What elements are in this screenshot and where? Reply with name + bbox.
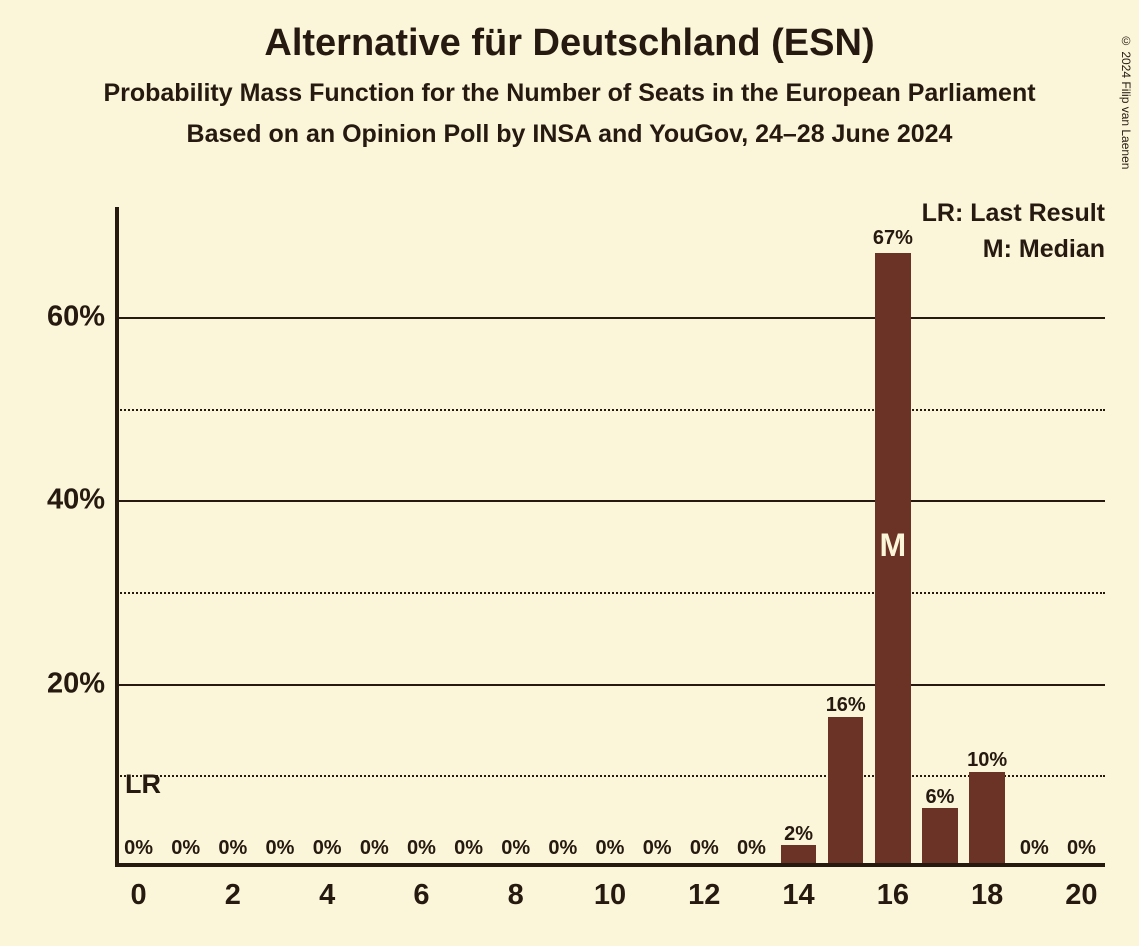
bar-value-label: 0% xyxy=(266,837,295,860)
bar-value-label: 0% xyxy=(124,837,153,860)
bar-value-label: 0% xyxy=(360,837,389,860)
x-axis xyxy=(115,863,1105,867)
gridline-major xyxy=(117,500,1105,502)
legend-median: M: Median xyxy=(983,235,1105,264)
gridline-minor xyxy=(117,775,1105,777)
x-tick-label: 10 xyxy=(594,879,626,912)
gridline-major xyxy=(117,684,1105,686)
chart-area: 20%40%60%0%00%0%20%0%40%0%60%0%80%0%100%… xyxy=(115,207,1105,867)
y-tick-label: 40% xyxy=(47,484,105,517)
gridline-minor xyxy=(117,409,1105,411)
x-tick-label: 2 xyxy=(225,879,241,912)
legend-last-result: LR: Last Result xyxy=(922,199,1105,228)
x-tick-label: 12 xyxy=(688,879,720,912)
bar-value-label: 67% xyxy=(873,227,913,250)
median-marker: M xyxy=(880,527,907,564)
bar-value-label: 0% xyxy=(596,837,625,860)
bar-value-label: 0% xyxy=(737,837,766,860)
x-tick-label: 16 xyxy=(877,879,909,912)
y-tick-label: 60% xyxy=(47,301,105,334)
bar-value-label: 0% xyxy=(218,837,247,860)
copyright-text: © 2024 Filip van Laenen xyxy=(1119,34,1133,169)
chart-title: Alternative für Deutschland (ESN) xyxy=(0,22,1139,65)
plot-region: 20%40%60%0%00%0%20%0%40%0%60%0%80%0%100%… xyxy=(115,207,1105,867)
bar-value-label: 0% xyxy=(643,837,672,860)
last-result-marker: LR xyxy=(125,769,161,800)
bar-value-label: 0% xyxy=(454,837,483,860)
bar-value-label: 2% xyxy=(784,823,813,846)
bar-value-label: 6% xyxy=(926,786,955,809)
chart-subtitle-1: Probability Mass Function for the Number… xyxy=(0,79,1139,108)
chart-subtitle-2: Based on an Opinion Poll by INSA and You… xyxy=(0,120,1139,149)
x-tick-label: 8 xyxy=(508,879,524,912)
bar xyxy=(922,808,957,863)
bar-value-label: 0% xyxy=(548,837,577,860)
bar-value-label: 0% xyxy=(171,837,200,860)
bar-value-label: 16% xyxy=(826,694,866,717)
x-tick-label: 6 xyxy=(413,879,429,912)
x-tick-label: 18 xyxy=(971,879,1003,912)
gridline-minor xyxy=(117,592,1105,594)
bar xyxy=(828,717,863,863)
gridline-major xyxy=(117,317,1105,319)
bar xyxy=(969,772,1004,863)
bar xyxy=(781,845,816,863)
bar-value-label: 0% xyxy=(407,837,436,860)
bar-value-label: 0% xyxy=(1067,837,1096,860)
bar-value-label: 0% xyxy=(501,837,530,860)
y-tick-label: 20% xyxy=(47,667,105,700)
bar-value-label: 0% xyxy=(690,837,719,860)
x-tick-label: 0 xyxy=(130,879,146,912)
x-tick-label: 4 xyxy=(319,879,335,912)
y-axis xyxy=(115,207,119,867)
bar-value-label: 10% xyxy=(967,749,1007,772)
x-tick-label: 14 xyxy=(782,879,814,912)
x-tick-label: 20 xyxy=(1065,879,1097,912)
bar-value-label: 0% xyxy=(1020,837,1049,860)
bar-value-label: 0% xyxy=(313,837,342,860)
